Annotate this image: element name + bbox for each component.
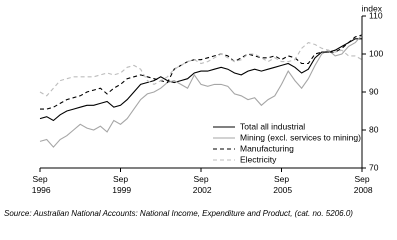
chart: index Source: Australian National Accoun…: [4, 3, 383, 218]
y-tick-label: 70: [369, 162, 379, 172]
series-line: [39, 34, 363, 148]
y-tick-label: 90: [369, 86, 379, 96]
x-tick-label: Sep 2008: [351, 174, 373, 195]
legend-label: Mining (excl. services to mining): [240, 132, 361, 142]
y-axis-title: index: [362, 3, 383, 13]
source-note: Source: Australian National Accounts: Na…: [4, 209, 353, 218]
y-tick-label: 80: [369, 124, 379, 134]
x-tick-label: Sep 2002: [190, 174, 212, 195]
series-line: [39, 38, 362, 122]
legend-label: Manufacturing: [240, 143, 294, 153]
legend-label: Total all industrial: [240, 121, 305, 131]
series-line: [39, 41, 363, 97]
legend-label: Electricity: [240, 154, 277, 164]
x-tick-label: Sep 1996: [29, 174, 51, 195]
x-tick-label: Sep 2005: [271, 174, 293, 195]
series-line: [40, 34, 363, 110]
y-tick-label: 100: [369, 48, 383, 58]
x-tick-label: Sep 1999: [110, 174, 132, 195]
page: {"chart_data":{"type":"line", "y_label":…: [4, 3, 384, 219]
y-tick-label: 110: [369, 10, 383, 20]
